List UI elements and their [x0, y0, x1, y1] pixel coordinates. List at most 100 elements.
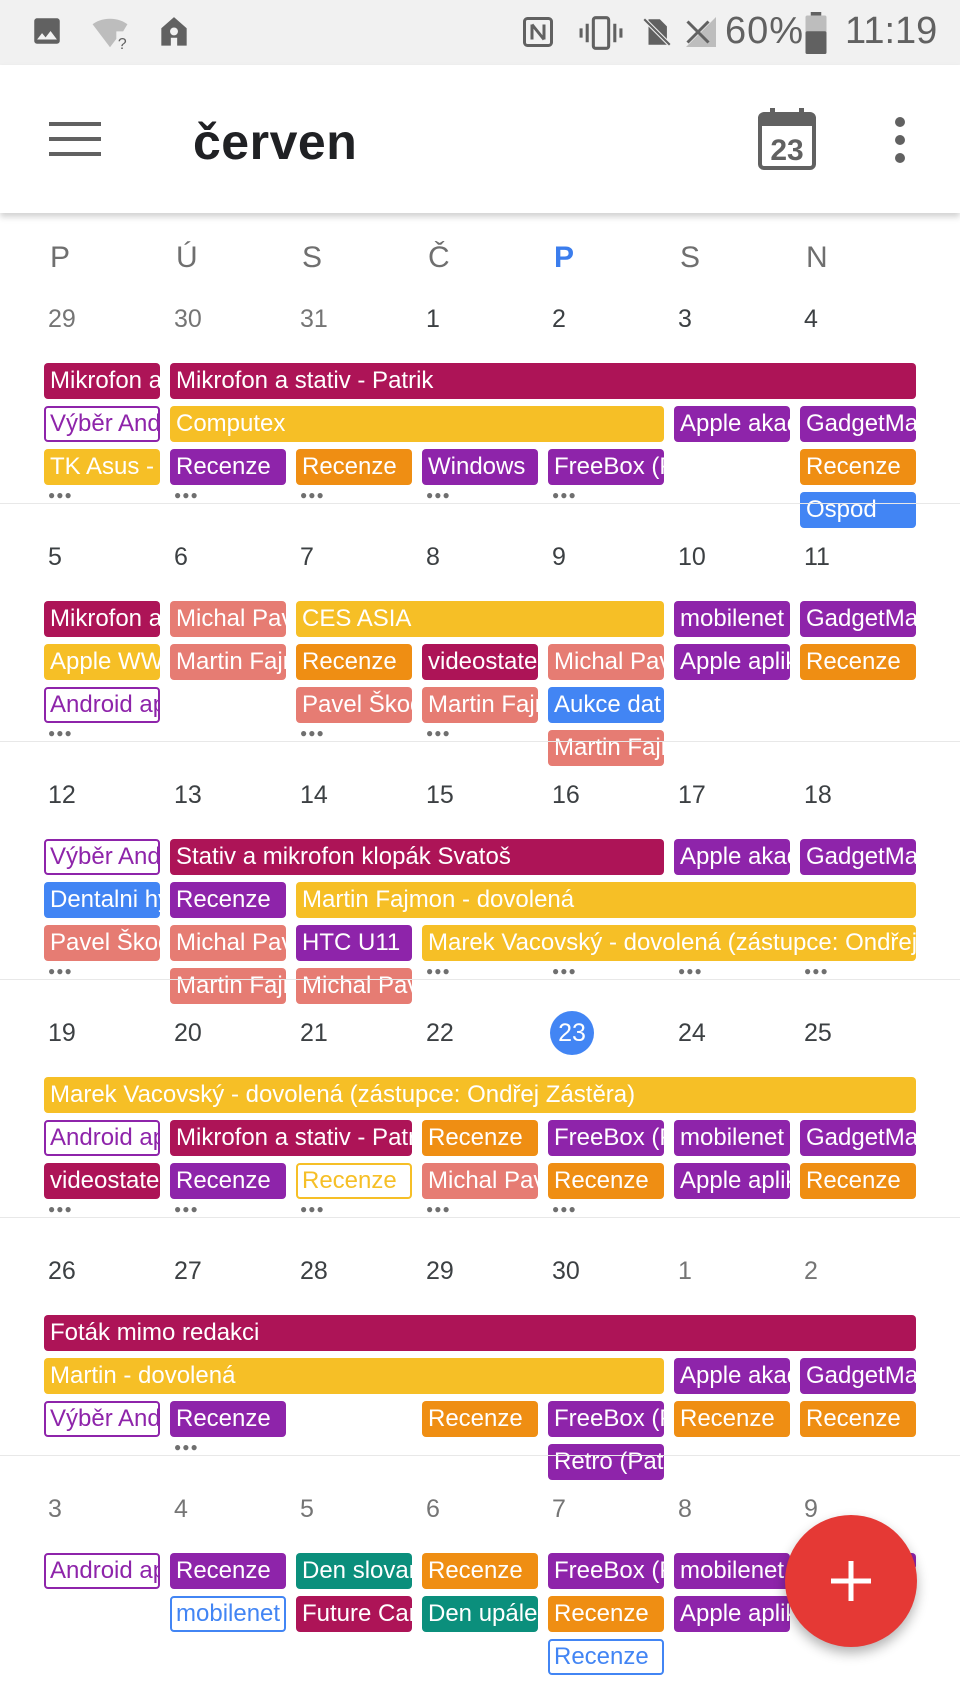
day-number[interactable]: 2 [804, 1257, 818, 1285]
day-number[interactable]: 1 [426, 305, 440, 333]
day-number[interactable]: 31 [300, 305, 328, 333]
more-events-indicator[interactable]: ●●● [426, 488, 451, 502]
event-chip[interactable]: Martin Fajmon [170, 644, 286, 680]
month-title[interactable]: červen [193, 114, 358, 170]
event-chip[interactable]: Martin Fajmon - dovolená [296, 882, 916, 918]
event-chip[interactable]: Recenze [548, 1596, 664, 1632]
day-number[interactable]: 11 [804, 543, 830, 571]
day-number[interactable]: 5 [300, 1495, 314, 1523]
event-chip[interactable]: FreeBox (Patrik) [548, 1553, 664, 1589]
event-chip[interactable]: Výběr Android [44, 839, 160, 875]
event-chip[interactable]: Apple akademie [674, 839, 790, 875]
event-chip[interactable]: Windows [422, 449, 538, 485]
day-number[interactable]: 14 [300, 781, 328, 809]
day-number[interactable]: 4 [174, 1495, 188, 1523]
more-events-indicator[interactable]: ●●● [300, 726, 325, 740]
day-number[interactable]: 27 [174, 1257, 202, 1285]
event-chip[interactable]: Michal Pavlík [422, 1163, 538, 1199]
day-number[interactable]: 24 [678, 1019, 706, 1047]
event-chip[interactable]: Computex [170, 406, 664, 442]
more-events-indicator[interactable]: ●●● [426, 1202, 451, 1216]
day-number[interactable]: 8 [678, 1495, 692, 1523]
event-chip[interactable]: Martin Fajmon [422, 687, 538, 723]
event-chip[interactable]: TK Asus - Computex [44, 449, 160, 485]
event-chip[interactable]: Apple aplikace [674, 1163, 790, 1199]
event-chip[interactable]: Recenze [548, 1639, 664, 1675]
event-chip[interactable]: Apple aplikace [674, 644, 790, 680]
event-chip[interactable]: Den slovanských věrozvěstů [296, 1553, 412, 1589]
event-chip[interactable]: Recenze [800, 1401, 916, 1437]
today-calendar-icon[interactable]: 23 [758, 108, 816, 170]
event-chip[interactable]: Android aplikace [44, 1553, 160, 1589]
day-number[interactable]: 5 [48, 543, 62, 571]
more-events-indicator[interactable]: ●●● [552, 488, 577, 502]
event-chip[interactable]: Marek Vacovský - dovolená (zástupce: Ond… [44, 1077, 916, 1113]
event-chip[interactable]: Apple akademie [674, 406, 790, 442]
event-chip[interactable]: Mikrofon a stativ - Patrik [170, 1120, 412, 1156]
day-number[interactable]: 7 [300, 543, 314, 571]
day-number[interactable]: 26 [48, 1257, 76, 1285]
event-chip[interactable]: Recenze [296, 1163, 412, 1199]
more-events-indicator[interactable]: ●●● [426, 726, 451, 740]
day-number[interactable]: 3 [678, 305, 692, 333]
event-chip[interactable]: GadgetMania [800, 1358, 916, 1394]
event-chip[interactable]: Recenze [800, 449, 916, 485]
day-number[interactable]: 1 [678, 1257, 692, 1285]
event-chip[interactable]: Martin Fajmon [548, 730, 664, 766]
event-chip[interactable]: Recenze [170, 882, 286, 918]
add-event-fab[interactable] [785, 1515, 917, 1647]
event-chip[interactable]: HTC U11 [296, 925, 412, 961]
event-chip[interactable]: Retro (Patrik) [548, 1444, 664, 1480]
more-events-indicator[interactable]: ●●● [48, 1202, 73, 1216]
day-number[interactable]: 9 [552, 543, 566, 571]
event-chip[interactable]: mobilenet [674, 601, 790, 637]
event-chip[interactable]: videostatek [44, 1163, 160, 1199]
event-chip[interactable]: FreeBox (Patrik) [548, 1401, 664, 1437]
day-number[interactable]: 29 [48, 305, 76, 333]
event-chip[interactable]: FreeBox (Patrik) [548, 1120, 664, 1156]
event-chip[interactable]: Recenze [800, 1163, 916, 1199]
event-chip[interactable]: Foták mimo redakci [44, 1315, 916, 1351]
day-number[interactable]: 20 [174, 1019, 202, 1047]
more-events-indicator[interactable]: ●●● [678, 964, 703, 978]
event-chip[interactable]: Apple WWDC [44, 644, 160, 680]
event-chip[interactable]: videostatek [422, 644, 538, 680]
event-chip[interactable]: Recenze [296, 644, 412, 680]
event-chip[interactable]: Recenze [800, 644, 916, 680]
day-number[interactable]: 9 [804, 1495, 818, 1523]
event-chip[interactable]: Recenze [170, 1163, 286, 1199]
day-number[interactable]: 3 [48, 1495, 62, 1523]
event-chip[interactable]: Výběr Android [44, 406, 160, 442]
event-chip[interactable]: Výběr Android [44, 1401, 160, 1437]
event-chip[interactable]: GadgetMania [800, 406, 916, 442]
event-chip[interactable]: Recenze [674, 1401, 790, 1437]
more-events-indicator[interactable]: ●●● [552, 1202, 577, 1216]
day-number[interactable]: 7 [552, 1495, 566, 1523]
event-chip[interactable]: Michal Pavlík [170, 601, 286, 637]
day-number[interactable]: 25 [804, 1019, 832, 1047]
day-number[interactable]: 18 [804, 781, 832, 809]
day-number[interactable]: 15 [426, 781, 454, 809]
day-number[interactable]: 17 [678, 781, 706, 809]
event-chip[interactable]: Pavel Škoda [296, 687, 412, 723]
more-events-indicator[interactable]: ●●● [48, 964, 73, 978]
more-events-indicator[interactable]: ●●● [48, 726, 73, 740]
event-chip[interactable]: Dentalni hygiena [44, 882, 160, 918]
event-chip[interactable]: Android aplikace [44, 1120, 160, 1156]
more-events-indicator[interactable]: ●●● [804, 964, 829, 978]
day-number[interactable]: 4 [804, 305, 818, 333]
event-chip[interactable]: GadgetMania [800, 601, 916, 637]
day-number[interactable]: 10 [678, 543, 706, 571]
day-number[interactable]: 2 [552, 305, 566, 333]
event-chip[interactable]: Recenze [170, 1401, 286, 1437]
day-number[interactable]: 30 [174, 305, 202, 333]
more-vert-icon[interactable] [888, 115, 912, 165]
more-events-indicator[interactable]: ●●● [174, 1440, 199, 1454]
more-events-indicator[interactable]: ●●● [300, 1202, 325, 1216]
event-chip[interactable]: Recenze [170, 1553, 286, 1589]
today-day-number[interactable]: 23 [550, 1011, 594, 1055]
event-chip[interactable]: mobilenet [170, 1596, 286, 1632]
event-chip[interactable]: Recenze [422, 1553, 538, 1589]
event-chip[interactable]: Michal Pavlík [296, 968, 412, 1004]
day-number[interactable]: 12 [48, 781, 76, 809]
